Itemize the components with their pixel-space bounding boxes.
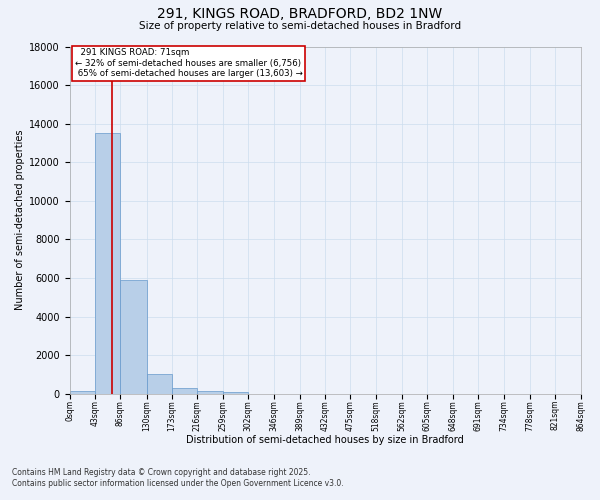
Y-axis label: Number of semi-detached properties: Number of semi-detached properties [15, 130, 25, 310]
Text: Contains HM Land Registry data © Crown copyright and database right 2025.
Contai: Contains HM Land Registry data © Crown c… [12, 468, 344, 487]
Bar [197, 391, 223, 394]
Bar [95, 134, 121, 394]
X-axis label: Distribution of semi-detached houses by size in Bradford: Distribution of semi-detached houses by … [186, 435, 464, 445]
Bar [146, 374, 172, 394]
Bar [172, 388, 197, 394]
Text: 291 KINGS ROAD: 71sqm
← 32% of semi-detached houses are smaller (6,756)
 65% of : 291 KINGS ROAD: 71sqm ← 32% of semi-deta… [75, 48, 302, 78]
Bar [121, 280, 146, 394]
Bar [70, 391, 95, 394]
Text: 291, KINGS ROAD, BRADFORD, BD2 1NW: 291, KINGS ROAD, BRADFORD, BD2 1NW [157, 8, 443, 22]
Text: Size of property relative to semi-detached houses in Bradford: Size of property relative to semi-detach… [139, 21, 461, 31]
Bar [223, 392, 248, 394]
